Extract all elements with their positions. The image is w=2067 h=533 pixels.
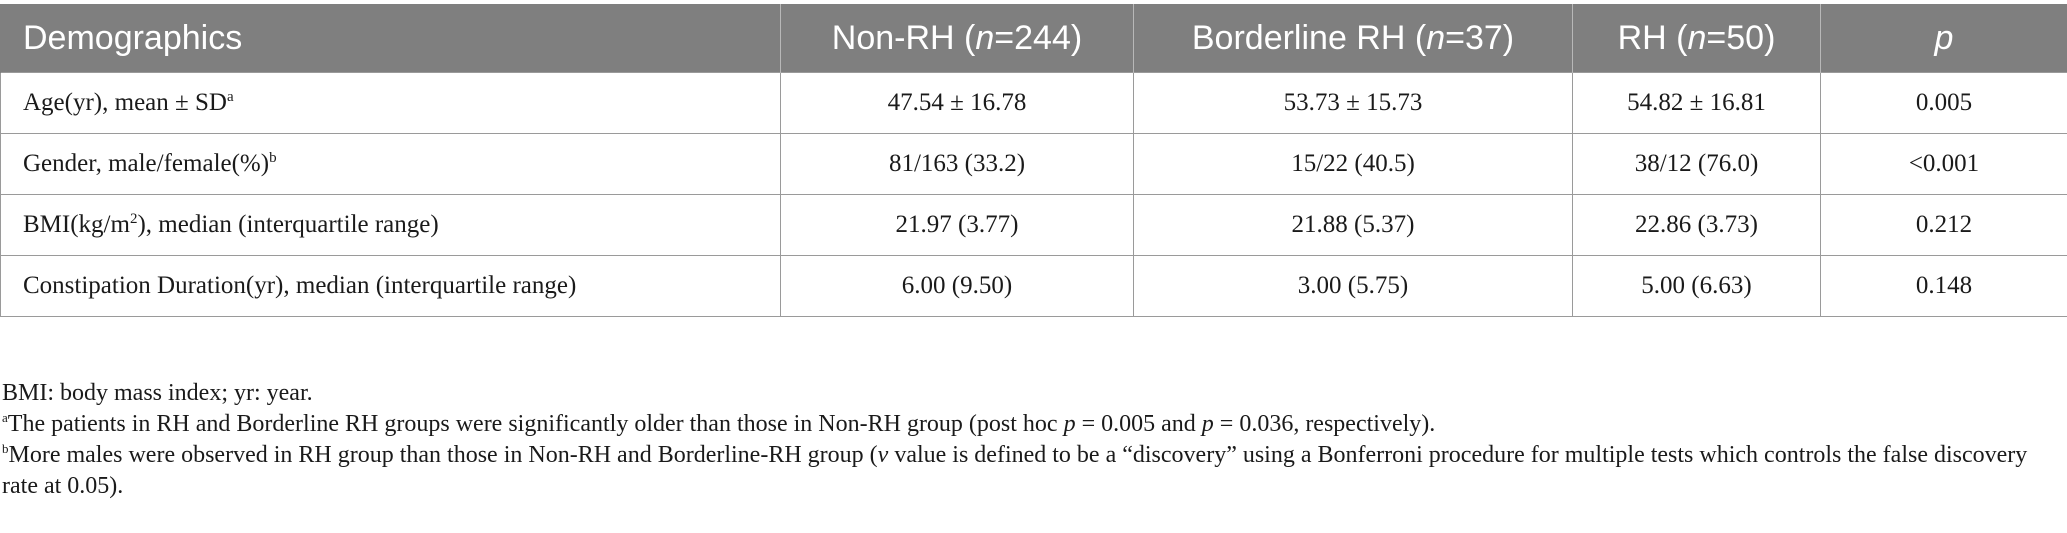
table-header-row: Demographics Non-RH (n=244) Borderline R… [0, 4, 2067, 73]
demographics-table: Demographics Non-RH (n=244) Borderline R… [0, 4, 2067, 317]
table-row: Age(yr), mean ± SDa 47.54 ± 16.78 53.73 … [0, 72, 2067, 134]
cell-rh: 5.00 (6.63) [1572, 255, 1821, 317]
footnote-a: aThe patients in RH and Borderline RH gr… [2, 410, 1436, 437]
cell-rh: 54.82 ± 16.81 [1572, 72, 1821, 134]
header-borderline-rh: Borderline RH (n=37) [1133, 4, 1573, 73]
table-row: BMI(kg/m2), median (interquartile range)… [0, 194, 2067, 256]
row-label-bmi: BMI(kg/m2), median (interquartile range) [0, 194, 781, 256]
cell-non-rh: 47.54 ± 16.78 [780, 72, 1134, 134]
header-rh: RH (n=50) [1572, 4, 1821, 73]
cell-non-rh: 21.97 (3.77) [780, 194, 1134, 256]
header-p-value: p [1820, 4, 2067, 73]
cell-borderline-rh: 3.00 (5.75) [1133, 255, 1573, 317]
cell-p-value: 0.148 [1820, 255, 2067, 317]
row-label-gender: Gender, male/female(%)b [0, 133, 781, 195]
cell-non-rh: 6.00 (9.50) [780, 255, 1134, 317]
row-label-age: Age(yr), mean ± SDa [0, 72, 781, 134]
cell-non-rh: 81/163 (33.2) [780, 133, 1134, 195]
table-row: Gender, male/female(%)b 81/163 (33.2) 15… [0, 133, 2067, 195]
cell-p-value: 0.212 [1820, 194, 2067, 256]
row-label-constipation-duration: Constipation Duration(yr), median (inter… [0, 255, 781, 317]
cell-p-value: <0.001 [1820, 133, 2067, 195]
header-non-rh: Non-RH (n=244) [780, 4, 1134, 73]
cell-rh: 22.86 (3.73) [1572, 194, 1821, 256]
cell-borderline-rh: 15/22 (40.5) [1133, 133, 1573, 195]
cell-p-value: 0.005 [1820, 72, 2067, 134]
cell-borderline-rh: 21.88 (5.37) [1133, 194, 1573, 256]
footnote-abbreviations: BMI: body mass index; yr: year. [2, 380, 313, 406]
table-row: Constipation Duration(yr), median (inter… [0, 255, 2067, 317]
cell-rh: 38/12 (76.0) [1572, 133, 1821, 195]
table-footnotes: BMI: body mass index; yr: year. aThe pat… [2, 378, 2062, 502]
footnote-b: bMore males were observed in RH group th… [2, 441, 2028, 499]
cell-borderline-rh: 53.73 ± 15.73 [1133, 72, 1573, 134]
header-demographics: Demographics [0, 4, 781, 73]
